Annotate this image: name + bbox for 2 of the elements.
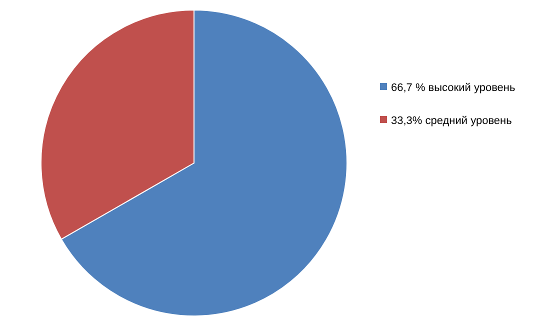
legend-label: 66,7 % высокий уровень xyxy=(391,82,516,94)
legend-label: 33,3% средний уровень xyxy=(391,114,512,127)
